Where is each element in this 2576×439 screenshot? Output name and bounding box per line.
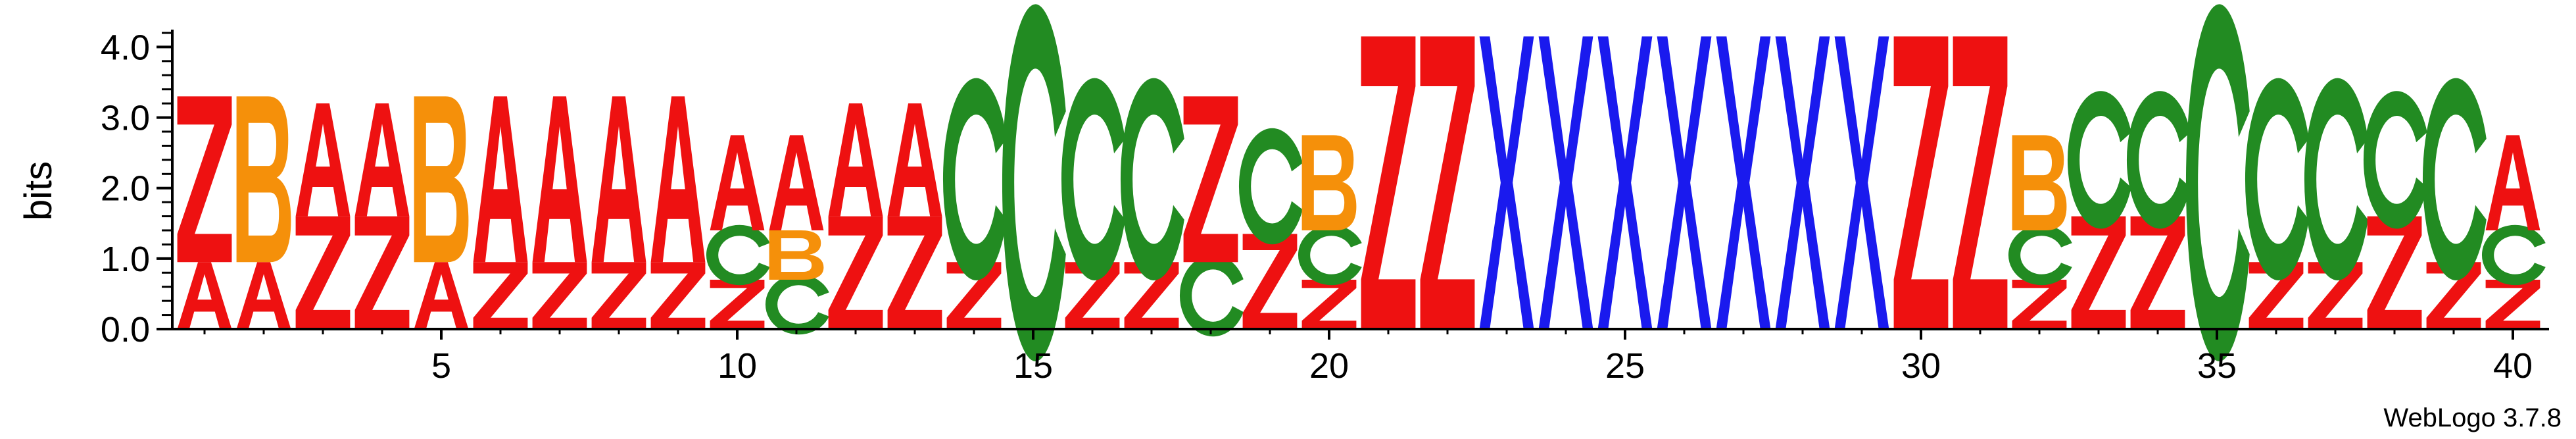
logo-letter-Z-pos-12 (828, 216, 883, 329)
x-tick-label: 35 (2197, 346, 2237, 386)
logo-letter-Z-pos-1 (177, 96, 232, 263)
logo-letter-Z-pos-16 (1065, 262, 1120, 329)
logo-letter-Z-pos-17 (1124, 262, 1179, 329)
weblogo-credit: WebLogo 3.7.8 (2383, 403, 2562, 432)
x-axis: 5 10 15 20 25 30 35 40 (172, 328, 2549, 386)
logo-letter-A-pos-9 (650, 96, 706, 263)
logo-letter-A-pos-1 (177, 262, 232, 329)
logo-letter-Z-pos-13 (887, 216, 942, 329)
logo-letter-C-pos-40 (2481, 224, 2546, 286)
logo-letter-A-pos-12 (828, 103, 883, 217)
y-axis: 0.0 1.0 2.0 3.0 4.0 (101, 28, 174, 349)
logo-letter-C-pos-35 (2185, 4, 2250, 361)
x-tick-label: 15 (1013, 346, 1053, 386)
logo-letter-C-pos-37 (2304, 78, 2368, 280)
logo-letter-Z-pos-20 (1301, 280, 1357, 329)
logo-letter-C-pos-32 (2008, 224, 2072, 286)
logo-letter-C-pos-18 (1180, 255, 1244, 337)
y-tick-label: 2.0 (101, 169, 150, 209)
logo-letter-B-pos-32 (2012, 135, 2067, 230)
logo-letter-C-pos-34 (2127, 91, 2191, 229)
logo-letter-X-pos-26 (1657, 36, 1712, 330)
logo-letter-Z-pos-33 (2071, 216, 2126, 329)
logo-letter-A-pos-3 (295, 103, 351, 217)
logo-letter-A-pos-13 (887, 103, 942, 217)
logo-letter-Z-pos-19 (1242, 234, 1298, 329)
y-tick-label: 0.0 (101, 310, 150, 349)
logo-letter-Z-pos-21 (1361, 36, 1416, 330)
logo-letter-C-pos-20 (1298, 224, 1362, 286)
x-tick-label: 5 (431, 346, 451, 386)
logo-letter-C-pos-19 (1239, 128, 1303, 245)
logo-letter-B-pos-20 (1301, 135, 1357, 230)
logo-letter-C-pos-14 (942, 78, 1007, 280)
x-tick-label: 30 (1901, 346, 1941, 386)
logo-letter-Z-pos-37 (2308, 262, 2363, 329)
y-tick-label: 3.0 (101, 99, 150, 138)
logo-letter-Z-pos-7 (532, 262, 587, 329)
logo-letter-B-pos-11 (769, 230, 824, 280)
logo-letter-A-pos-2 (236, 262, 291, 329)
logo-letter-Z-pos-34 (2130, 216, 2185, 329)
logo-letter-Z-pos-9 (650, 262, 706, 329)
logo-letter-Z-pos-4 (354, 216, 410, 329)
logo-letter-C-pos-10 (706, 224, 770, 286)
logo-letter-Z-pos-39 (2426, 262, 2481, 329)
logo-letter-X-pos-27 (1716, 36, 1771, 330)
logo-letter-A-pos-11 (769, 135, 824, 230)
logo-letter-X-pos-29 (1834, 36, 1889, 330)
logo-letter-X-pos-25 (1597, 36, 1653, 330)
logo-letter-Z-pos-38 (2367, 216, 2422, 329)
x-tick-label: 40 (2493, 346, 2533, 386)
logo-letter-C-pos-11 (765, 274, 829, 335)
x-tick-label: 10 (717, 346, 757, 386)
y-tick-label: 4.0 (101, 28, 150, 67)
logo-letter-Z-pos-8 (591, 262, 646, 329)
logo-letter-A-pos-5 (414, 262, 469, 329)
logo-letter-Z-pos-18 (1183, 96, 1238, 263)
logo-letter-Z-pos-36 (2248, 262, 2304, 329)
logo-letter-Z-pos-40 (2485, 280, 2540, 329)
logo-letter-Z-pos-10 (710, 280, 765, 329)
logo-letter-Z-pos-3 (295, 216, 351, 329)
logo-letter-B-pos-2 (236, 96, 291, 263)
logo-letter-X-pos-23 (1479, 36, 1534, 330)
logo-letter-Z-pos-32 (2012, 280, 2067, 329)
logo-letter-C-pos-38 (2364, 91, 2427, 229)
logo-letter-Z-pos-6 (473, 262, 528, 329)
logo-letter-Z-pos-22 (1420, 36, 1475, 330)
logo-letter-C-pos-16 (1061, 78, 1125, 280)
logo-letter-A-pos-6 (473, 96, 528, 263)
logo-letter-C-pos-36 (2245, 78, 2309, 280)
x-tick-label: 20 (1309, 346, 1349, 386)
logo-letter-C-pos-15 (1002, 4, 1066, 361)
logo-letter-C-pos-33 (2068, 91, 2131, 229)
logo-letter-A-pos-7 (532, 96, 587, 263)
y-axis-label: bits (17, 161, 60, 220)
logo-letter-A-pos-4 (354, 103, 410, 217)
logo-letter-X-pos-24 (1538, 36, 1593, 330)
logo-letter-C-pos-17 (1120, 78, 1184, 280)
logo-letter-C-pos-39 (2422, 78, 2487, 280)
logo-letter-X-pos-28 (1775, 36, 1830, 330)
logo-letter-Z-pos-14 (946, 262, 1002, 329)
x-tick-label: 25 (1605, 346, 1645, 386)
logo-letter-A-pos-10 (710, 135, 765, 230)
logo-letter-B-pos-5 (414, 96, 469, 263)
logo-letter-Z-pos-30 (1893, 36, 1949, 330)
logo-columns (177, 4, 2546, 361)
logo-letter-A-pos-40 (2485, 135, 2540, 230)
y-tick-label: 1.0 (101, 240, 150, 279)
logo-letter-Z-pos-31 (1953, 36, 2008, 330)
logo-letter-A-pos-8 (591, 96, 646, 263)
